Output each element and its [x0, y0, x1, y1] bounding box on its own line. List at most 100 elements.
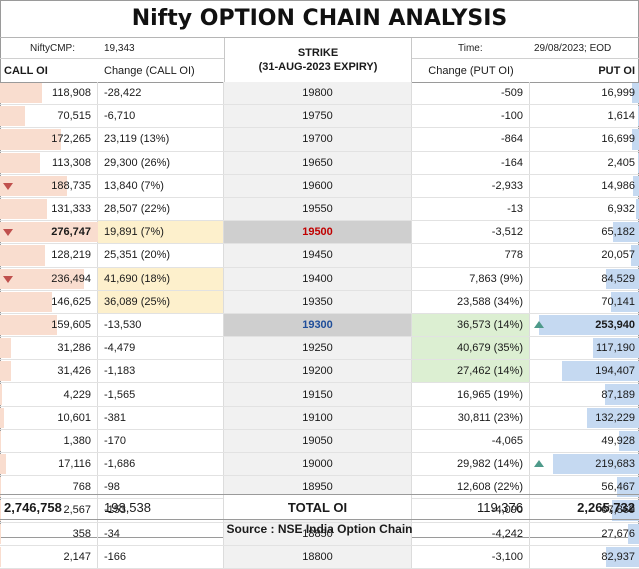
call-change-cell: 28,507 (22%) [98, 198, 224, 220]
call-oi-value: 118,908 [52, 87, 91, 99]
support-up-triangle-icon [534, 460, 544, 467]
put-oi-value: 219,683 [595, 458, 635, 470]
cmp-value: 19,343 [104, 38, 184, 58]
call-oi-cell: 172,265 [0, 128, 98, 150]
call-oi-bar [0, 199, 47, 219]
put-oi-cell: 16,999 [530, 82, 639, 104]
strike-cell: 19750 [224, 105, 412, 127]
call-change-cell: -1,686 [98, 453, 224, 475]
call-oi-bar [0, 408, 4, 428]
call-oi-value: 70,515 [57, 110, 91, 122]
put-oi-cell: 49,928 [530, 430, 639, 452]
call-oi-value: 17,116 [58, 458, 91, 470]
strike-cell: 19150 [224, 383, 412, 405]
call-oi-bar [0, 454, 6, 474]
strike-cell: 19400 [224, 268, 412, 290]
strike-header-line2: (31-AUG-2023 EXPIRY) [259, 60, 378, 74]
put-oi-value: 20,057 [601, 249, 635, 261]
call-oi-value: 131,333 [51, 203, 91, 215]
call-change-cell: 19,891 (7%) [98, 221, 224, 243]
time-label: Time: [458, 38, 518, 58]
put-oi-cell: 6,932 [530, 198, 639, 220]
strike-cell: 19100 [224, 407, 412, 429]
strike-cell: 19050 [224, 430, 412, 452]
call-oi-value: 113,308 [52, 157, 91, 169]
call-oi-bar [0, 83, 42, 103]
put-change-cell: -3,512 [412, 221, 530, 243]
put-oi-value: 14,986 [601, 180, 635, 192]
put-change-cell: -2,933 [412, 175, 530, 197]
call-oi-bar [0, 315, 57, 335]
call-oi-header: CALL OI [4, 60, 48, 82]
strike-header: STRIKE (31-AUG-2023 EXPIRY) [224, 38, 412, 82]
header-divider-left [0, 58, 224, 59]
strike-cell: 19250 [224, 337, 412, 359]
put-change-cell: 30,811 (23%) [412, 407, 530, 429]
call-oi-value: 768 [73, 481, 91, 493]
call-oi-value: 2,147 [63, 551, 91, 563]
put-oi-value: 84,529 [601, 273, 635, 285]
call-oi-cell: 128,219 [0, 244, 98, 266]
put-oi-cell: 20,057 [530, 244, 639, 266]
call-change-cell: -4,479 [98, 337, 224, 359]
call-change-cell: -1,183 [98, 360, 224, 382]
put-change-cell: 23,588 (34%) [412, 291, 530, 313]
put-oi-cell: 219,683 [530, 453, 639, 475]
call-oi-value: 236,494 [51, 273, 91, 285]
put-oi-value: 16,699 [601, 133, 635, 145]
put-oi-value: 1,614 [607, 110, 635, 122]
put-change-cell: 27,462 (14%) [412, 360, 530, 382]
strike-cell: 19000 [224, 453, 412, 475]
put-oi-cell: 82,937 [530, 546, 639, 568]
call-oi-bar [0, 384, 2, 404]
call-oi-value: 172,265 [51, 133, 91, 145]
header-divider-right [412, 58, 639, 59]
put-oi-cell: 117,190 [530, 337, 639, 359]
source-note: Source : NSE India Option Chain [0, 520, 639, 538]
put-change-cell: 36,573 (14%) [412, 314, 530, 336]
put-oi-value: 70,141 [601, 296, 635, 308]
strike-header-line1: STRIKE [298, 46, 338, 60]
put-oi-header: PUT OI [530, 60, 635, 82]
call-oi-cell: 17,116 [0, 453, 98, 475]
strike-cell: 19200 [224, 360, 412, 382]
call-oi-value: 31,426 [57, 365, 91, 377]
put-change-cell: -100 [412, 105, 530, 127]
call-oi-cell: 31,286 [0, 337, 98, 359]
put-oi-value: 253,940 [595, 319, 635, 331]
put-change-cell: -3,100 [412, 546, 530, 568]
call-oi-bar [0, 292, 52, 312]
resistance-down-triangle-icon [3, 183, 13, 190]
call-oi-value: 10,601 [57, 412, 91, 424]
call-oi-cell: 4,229 [0, 383, 98, 405]
put-oi-value: 117,190 [596, 342, 635, 354]
total-put-change: 119,376 [412, 495, 530, 519]
strike-cell: 19450 [224, 244, 412, 266]
put-change-cell: 778 [412, 244, 530, 266]
strike-cell: 19600 [224, 175, 412, 197]
call-change-cell: -6,710 [98, 105, 224, 127]
put-oi-value: 49,928 [601, 435, 635, 447]
call-oi-bar [0, 338, 11, 358]
put-oi-cell: 2,405 [530, 152, 639, 174]
call-change-cell: 13,840 (7%) [98, 175, 224, 197]
put-change-cell: 29,982 (14%) [412, 453, 530, 475]
call-oi-value: 31,286 [57, 342, 91, 354]
put-oi-cell: 84,529 [530, 268, 639, 290]
call-change-cell: -166 [98, 546, 224, 568]
call-oi-value: 276,747 [51, 226, 91, 238]
strike-cell: 19800 [224, 82, 412, 104]
call-oi-bar [0, 245, 45, 265]
put-change-cell: 40,679 (35%) [412, 337, 530, 359]
time-value: 29/08/2023; EOD [534, 38, 634, 58]
put-change-header: Change (PUT OI) [412, 60, 530, 82]
